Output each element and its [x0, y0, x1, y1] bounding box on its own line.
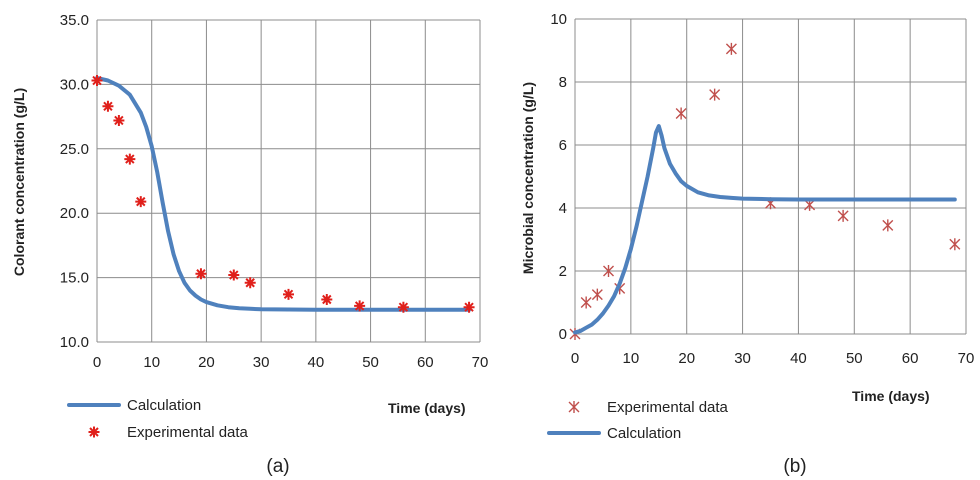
panel-b-gridlines [574, 18, 967, 335]
a-legend-item-1: Experimental data [88, 424, 249, 441]
panel-b-label: (b) [783, 456, 806, 477]
b-x-tick-2: 20 [678, 350, 695, 367]
b-x-tick-3: 30 [734, 350, 751, 367]
a-data-point-8 [283, 288, 294, 300]
chart-panel-a: 0 10 20 30 40 50 60 70 10.0 15.0 20.0 25.0 30.0 35.0… [11, 12, 488, 477]
b-data-point-2 [591, 288, 603, 301]
a-y-tick-0: 10.0 [60, 334, 89, 351]
b-y-tick-1: 2 [559, 263, 567, 280]
a-y-tick-5: 35.0 [60, 12, 89, 29]
a-experimental-points [91, 75, 475, 313]
a-legend-label-1: Experimental data [127, 424, 249, 441]
a-data-point-1 [102, 100, 114, 112]
panel-a-y-axis-title: Colorant concentration (g/L) [11, 88, 27, 276]
a-data-point-6 [228, 269, 240, 281]
b-legend-item-1: Calculation [547, 425, 681, 442]
a-calculation-line [95, 76, 472, 312]
panel-b-y-axis-title: Microbial concentration (g/L) [520, 82, 536, 274]
b-x-tick-6: 60 [902, 350, 919, 367]
a-data-point-3 [124, 153, 136, 165]
panel-a-legend: Calculation Experimental data [67, 397, 249, 441]
b-x-tick-0: 0 [571, 350, 579, 367]
b-data-point-5 [675, 107, 687, 120]
a-x-tick-6: 60 [417, 354, 434, 371]
panel-b-y-tick-labels: 0 2 4 6 8 10 [550, 11, 567, 343]
b-x-tick-7: 70 [958, 350, 975, 367]
a-data-point-10 [354, 300, 366, 312]
a-data-point-7 [244, 277, 256, 289]
panel-b-x-axis-title: Time (days) [852, 388, 930, 404]
a-data-point-0 [91, 75, 103, 87]
panel-b-legend: Experimental data Calculation [547, 399, 729, 442]
b-data-point-11 [882, 219, 894, 232]
panel-b-series [569, 42, 961, 340]
b-data-point-10 [837, 209, 849, 222]
panel-a-label: (a) [266, 456, 289, 477]
b-data-point-7 [725, 42, 737, 55]
b-y-tick-5: 10 [550, 11, 567, 28]
a-x-tick-0: 0 [93, 354, 101, 371]
a-x-tick-5: 50 [362, 354, 379, 371]
a-legend-label-0: Calculation [127, 397, 201, 414]
b-legend-label-0: Experimental data [607, 399, 729, 416]
b-legend-label-1: Calculation [607, 425, 681, 442]
a-y-tick-3: 25.0 [60, 141, 89, 158]
chart-panel-b: 0 10 20 30 40 50 60 70 0 2 4 6 8 10 Microbial concen… [520, 11, 974, 477]
b-legend-item-0: Experimental data [568, 399, 729, 416]
a-data-point-2 [113, 114, 125, 126]
panel-a-x-axis-title: Time (days) [388, 400, 466, 416]
a-data-point-11 [397, 301, 409, 313]
a-data-point-12 [463, 301, 475, 313]
panel-a-y-tick-labels: 10.0 15.0 20.0 25.0 30.0 35.0 [60, 12, 89, 351]
b-y-tick-0: 0 [559, 326, 567, 343]
a-x-tick-7: 70 [472, 354, 489, 371]
a-legend-marker-swatch [88, 426, 100, 438]
b-x-tick-4: 40 [790, 350, 807, 367]
b-data-point-3 [603, 265, 615, 277]
b-x-tick-5: 50 [846, 350, 863, 367]
b-y-tick-2: 4 [559, 200, 567, 217]
a-data-point-4 [135, 196, 147, 208]
a-data-point-5 [195, 268, 207, 280]
panel-b-x-tick-labels: 0 10 20 30 40 50 60 70 [571, 350, 975, 367]
b-legend-marker-swatch [568, 401, 580, 413]
a-x-tick-2: 20 [198, 354, 215, 371]
b-data-point-6 [709, 88, 721, 101]
panel-a-gridlines [96, 19, 481, 343]
b-x-tick-1: 10 [623, 350, 640, 367]
a-legend-item-0: Calculation [67, 397, 201, 414]
a-y-tick-2: 20.0 [60, 205, 89, 222]
b-experimental-points [569, 42, 961, 340]
b-y-tick-4: 8 [559, 74, 567, 91]
b-data-point-1 [580, 296, 592, 309]
a-y-tick-4: 30.0 [60, 76, 89, 93]
a-y-tick-1: 15.0 [60, 270, 89, 287]
panel-a-series [91, 75, 475, 313]
b-y-tick-3: 6 [559, 137, 567, 154]
a-data-point-9 [321, 293, 333, 305]
panel-a-x-tick-labels: 0 10 20 30 40 50 60 70 [93, 354, 489, 371]
a-x-tick-3: 30 [253, 354, 270, 371]
b-data-point-12 [949, 238, 961, 251]
a-x-tick-4: 40 [308, 354, 325, 371]
a-x-tick-1: 10 [143, 354, 160, 371]
b-calculation-line [573, 124, 957, 335]
